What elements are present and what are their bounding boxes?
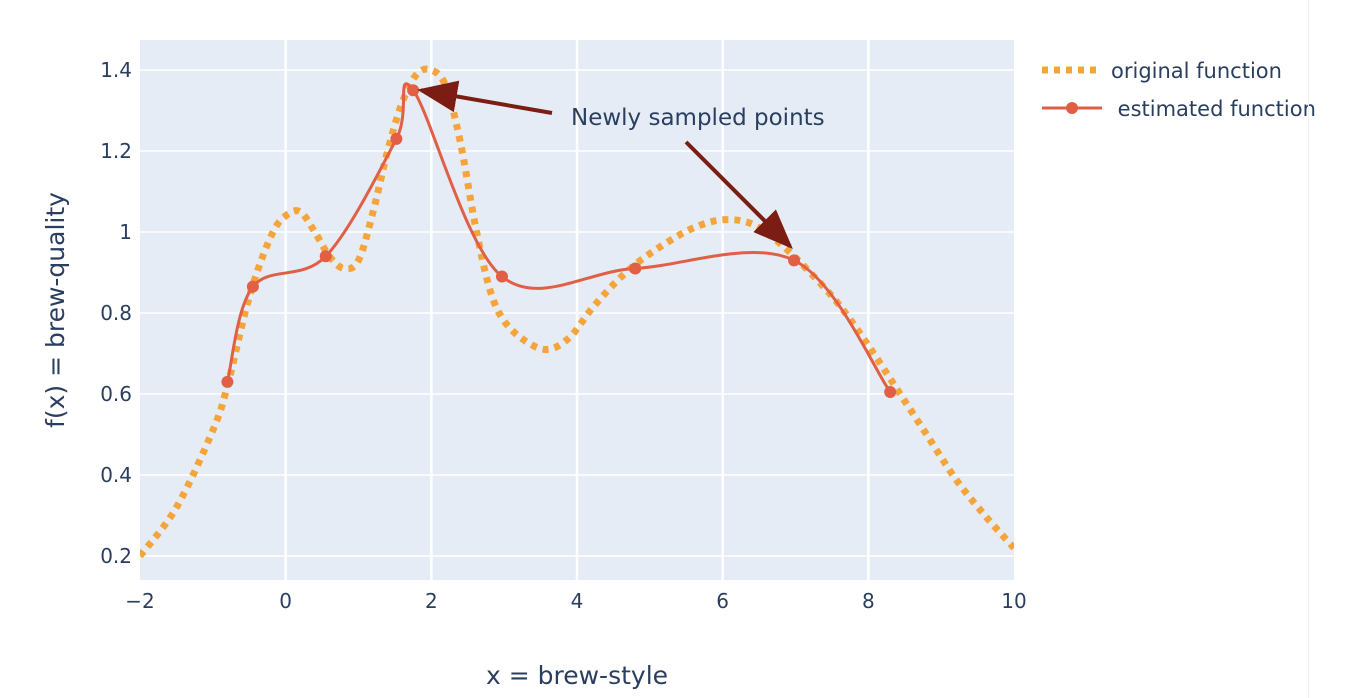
- estimated-function-point: [884, 385, 897, 398]
- estimated-function-line: [225, 82, 892, 393]
- x-axis: −2 0 2 4 6 8 10: [125, 589, 1026, 613]
- y-tick-label: 0.6: [100, 382, 132, 406]
- estimated-function-point: [319, 250, 332, 263]
- estimated-function-point: [629, 262, 642, 275]
- x-axis-title: x = brew-style: [486, 661, 668, 690]
- estimated-function-point: [407, 84, 420, 97]
- estimated-function-point: [495, 270, 508, 283]
- y-tick-label: 1: [119, 220, 132, 244]
- y-tick-label: 1.2: [100, 139, 132, 163]
- x-tick-label: −2: [125, 589, 154, 613]
- y-axis-title: f(x) = brew-quality: [41, 192, 70, 428]
- legend: original function estimated function: [1042, 59, 1316, 121]
- annotation-arrow: [417, 80, 553, 115]
- legend-label-estimated: estimated function: [1111, 97, 1316, 121]
- x-tick-label: 6: [716, 589, 729, 613]
- x-tick-label: 8: [862, 589, 875, 613]
- series-layer: [140, 65, 1014, 559]
- x-tick-label: 4: [571, 589, 584, 613]
- y-tick-label: 0.2: [100, 544, 132, 568]
- x-tick-label: 2: [425, 589, 438, 613]
- annotation-text: Newly sampled points: [571, 105, 825, 131]
- estimated-function-point: [390, 132, 403, 145]
- y-axis: 0.2 0.4 0.6 0.8 1 1.2 1.4: [100, 58, 132, 568]
- legend-marker-estimated: [1066, 102, 1078, 114]
- annotation-layer: Newly sampled points: [417, 80, 825, 250]
- x-tick-label: 10: [1001, 589, 1026, 613]
- y-tick-label: 0.4: [100, 463, 132, 487]
- y-tick-label: 0.8: [100, 301, 132, 325]
- estimated-function-point: [246, 280, 259, 293]
- legend-label-original: original function: [1111, 59, 1282, 83]
- annotation-arrow: [684, 140, 793, 250]
- x-tick-label: 0: [279, 589, 292, 613]
- page-edge-divider: [1308, 0, 1309, 698]
- estimated-function-point: [221, 375, 234, 388]
- y-tick-label: 1.4: [100, 58, 132, 82]
- estimated-function-point: [788, 254, 801, 267]
